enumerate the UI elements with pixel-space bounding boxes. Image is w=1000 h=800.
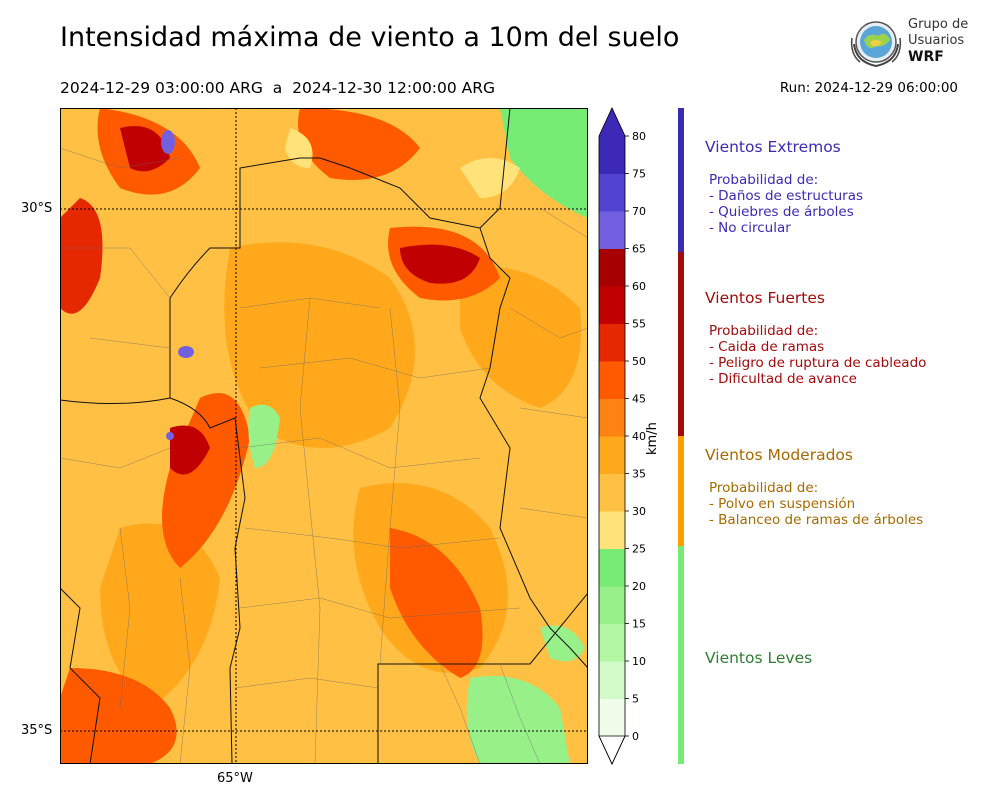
category-item: - Daños de estructuras xyxy=(709,188,864,204)
category-extreme: Vientos Extremos Probabilidad de: - Daño… xyxy=(705,138,863,236)
province-boundary xyxy=(479,108,511,229)
logo-text-line2: Usuarios xyxy=(908,33,965,48)
category-item: - Balanceo de ramas de árboles xyxy=(709,512,924,528)
wind-area-light xyxy=(248,404,280,468)
colorbar-segment xyxy=(599,623,625,662)
run-time: Run: 2024-12-29 06:00:00 xyxy=(779,80,958,96)
colorbar-min-arrow xyxy=(598,735,626,765)
logo-text-line1: Grupo de xyxy=(908,17,969,32)
wind-area-strong xyxy=(170,425,210,475)
colorbar-segment xyxy=(599,173,625,212)
category-light: Vientos Leves xyxy=(705,649,812,667)
colorbar-segment xyxy=(599,436,625,474)
category-item: Probabilidad de: xyxy=(709,172,819,188)
category-item: Probabilidad de: xyxy=(709,323,819,339)
province-boundary xyxy=(60,397,246,764)
wind-area-moderate xyxy=(460,266,582,408)
wind-area-moderate xyxy=(100,523,220,708)
category-item: Probabilidad de: xyxy=(709,480,819,496)
colorbar-segment xyxy=(599,361,625,399)
colorbar-tick-label: 30 xyxy=(632,505,646,518)
colorbar-segment xyxy=(599,586,625,624)
wrf-group-logo: Grupo de Usuarios WRF xyxy=(846,14,976,74)
colorbar-segment xyxy=(599,211,625,249)
category-item: - Caida de ramas xyxy=(709,339,825,355)
category-strong: Vientos Fuertes Probabilidad de: - Caida… xyxy=(705,289,926,387)
colorbar-tick-label: 35 xyxy=(632,468,646,481)
colorbar-unit-label: km/h xyxy=(645,422,660,455)
colorbar-segment xyxy=(599,661,625,699)
wind-area-light xyxy=(460,158,520,198)
lon-label-65w: 65°W xyxy=(217,771,253,786)
category-item: - Peligro de ruptura de cableado xyxy=(709,355,927,371)
category-bar-extreme xyxy=(678,108,684,252)
colorbar-segment xyxy=(599,398,625,437)
wind-area-strong xyxy=(120,126,170,172)
category-title: Vientos Leves xyxy=(705,649,813,667)
wind-area-strong xyxy=(390,528,483,678)
category-item: - No circular xyxy=(709,220,791,236)
colorbar-tick-label: 65 xyxy=(632,243,646,256)
colorbar-tick-label: 50 xyxy=(632,355,646,368)
colorbar-tick-label: 75 xyxy=(632,168,646,181)
category-item: - Polvo en suspensión xyxy=(709,496,856,512)
department-lines xyxy=(60,147,588,764)
wind-map xyxy=(60,108,588,764)
colorbar-segment xyxy=(599,698,625,737)
wind-area-moderate xyxy=(224,242,415,448)
lat-label-30s: 30°S xyxy=(21,201,53,216)
category-bar-moderate xyxy=(678,436,684,546)
globe-logo-icon xyxy=(850,21,902,68)
wind-area-strong xyxy=(60,668,177,764)
country-boundary xyxy=(60,587,101,764)
colorbar-tick-label: 15 xyxy=(632,618,646,631)
valid-period: 2024-12-29 03:00:00 ARG a 2024-12-30 12:… xyxy=(60,79,496,97)
colorbar-segment xyxy=(599,136,625,174)
wind-area-extreme xyxy=(178,346,194,358)
category-title: Vientos Fuertes xyxy=(705,289,825,307)
colorbar: 0 5 10 15 20 25 30 35 40 45 50 55 60 65 70 75 80 xyxy=(598,107,646,765)
category-bar-strong xyxy=(678,252,684,436)
page-title: Intensidad máxima de viento a 10m del su… xyxy=(60,22,680,53)
wind-area-extreme xyxy=(166,432,174,440)
colorbar-tick-label: 20 xyxy=(632,580,646,593)
colorbar-tick-label: 10 xyxy=(632,655,646,668)
wind-area-light xyxy=(500,108,588,218)
colorbar-tick-label: 80 xyxy=(632,130,646,143)
wind-area-strong xyxy=(60,198,103,314)
colorbar-segment xyxy=(599,286,625,324)
category-item: - Quiebres de árboles xyxy=(709,204,854,220)
colorbar-tick-label: 40 xyxy=(632,430,646,443)
colorbar-tick-label: 45 xyxy=(632,393,646,406)
category-bar-light xyxy=(678,546,684,764)
province-boundary xyxy=(169,157,588,669)
colorbar-tick-label: 70 xyxy=(632,205,646,218)
colorbar-segment xyxy=(599,511,625,549)
category-title: Vientos Moderados xyxy=(705,446,853,464)
colorbar-segment xyxy=(599,248,625,287)
category-item: - Dificultad de avance xyxy=(709,371,857,387)
category-title: Vientos Extremos xyxy=(705,138,841,156)
wind-area-strong xyxy=(298,108,420,180)
colorbar-segment xyxy=(599,323,625,362)
lat-label-35s: 35°S xyxy=(21,723,53,738)
logo-text-line3: WRF xyxy=(908,49,944,65)
wind-area-light xyxy=(466,676,570,764)
map-frame xyxy=(60,108,588,764)
wind-area-strong xyxy=(400,244,480,284)
wind-area-extreme xyxy=(161,130,175,154)
colorbar-segment xyxy=(599,473,625,512)
category-color-bar xyxy=(678,108,684,764)
colorbar-tick-label: 60 xyxy=(632,280,646,293)
colorbar-tick-label: 55 xyxy=(632,318,646,331)
colorbar-segment xyxy=(599,548,625,587)
province-boundary xyxy=(377,592,588,764)
colorbar-tick-label: 5 xyxy=(632,693,639,706)
colorbar-tick-label: 0 xyxy=(632,730,639,743)
category-moderate: Vientos Moderados Probabilidad de: - Pol… xyxy=(705,446,923,528)
colorbar-max-arrow xyxy=(599,108,625,136)
colorbar-tick-label: 25 xyxy=(632,543,646,556)
